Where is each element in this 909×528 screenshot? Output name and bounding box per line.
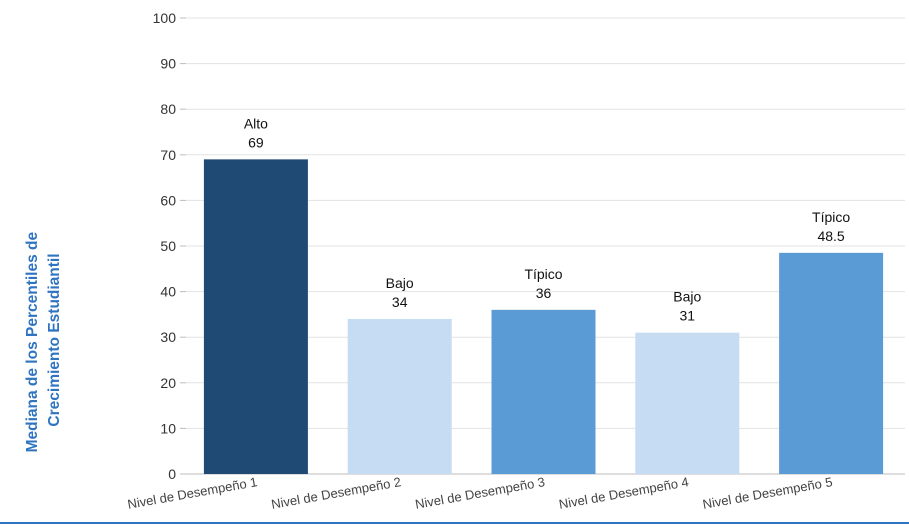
y-tick-label: 0 xyxy=(168,466,176,482)
bar-value-label: 34 xyxy=(392,294,408,310)
x-tick-label: Nivel de Desempeño 1 xyxy=(126,474,258,512)
bar xyxy=(779,252,884,474)
x-tick-label: Nivel de Desempeño 3 xyxy=(414,474,546,512)
data-labels: Alto 69 Bajo 34 Típico 36 Bajo 31 Típico 48.5 xyxy=(244,115,851,323)
bar-category-label: Típico xyxy=(812,209,850,225)
y-tick-label: 20 xyxy=(160,375,176,391)
bar-value-label: 69 xyxy=(248,134,264,150)
bar-value-label: 31 xyxy=(680,308,696,324)
y-tick-label: 100 xyxy=(153,10,177,26)
bar xyxy=(347,318,452,474)
bar xyxy=(491,309,596,474)
y-tick-label: 30 xyxy=(160,329,176,345)
bar-category-label: Bajo xyxy=(673,289,701,305)
bar xyxy=(203,159,308,475)
x-tick-label: Nivel de Desempeño 2 xyxy=(270,474,402,512)
y-tick-label: 90 xyxy=(160,56,176,72)
bar xyxy=(635,332,740,474)
bar-category-label: Alto xyxy=(244,115,268,131)
y-tick-label: 60 xyxy=(160,192,176,208)
y-tick-label: 70 xyxy=(160,147,176,163)
x-tick-label: Nivel de Desempeño 5 xyxy=(701,474,833,512)
bar-value-label: 36 xyxy=(536,285,552,301)
bottom-rule xyxy=(0,522,909,524)
y-tick-label: 50 xyxy=(160,238,176,254)
x-tick-label: Nivel de Desempeño 4 xyxy=(558,474,690,512)
bar-value-label: 48.5 xyxy=(817,228,844,244)
y-axis-label: Mediana de los Percentiles de Crecimient… xyxy=(24,228,63,453)
bars xyxy=(203,159,884,475)
y-tick-label: 40 xyxy=(160,284,176,300)
y-tick-label: 10 xyxy=(160,420,176,436)
y-axis-label-line-2: Crecimiento Estudiantil xyxy=(46,253,63,426)
bar-category-label: Típico xyxy=(524,266,562,282)
y-tick-label: 80 xyxy=(160,101,176,117)
x-axis-ticks: Nivel de Desempeño 1 Nivel de Desempeño 2… xyxy=(126,474,833,512)
bar-category-label: Bajo xyxy=(386,275,414,291)
y-axis-label-line-1: Mediana de los Percentiles de xyxy=(24,232,41,453)
y-axis-ticks: 0 10 20 30 40 50 60 70 80 90 100 xyxy=(153,10,186,482)
